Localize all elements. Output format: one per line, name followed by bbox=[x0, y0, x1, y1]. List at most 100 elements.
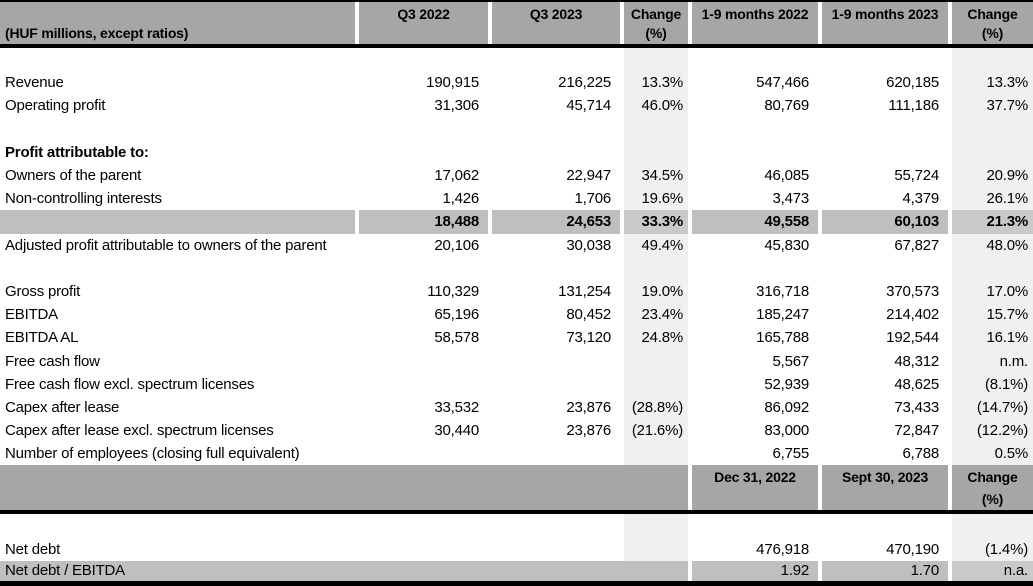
header-change-quarter: Change (%) bbox=[624, 2, 688, 44]
value-q3-2023: 216,225 bbox=[558, 74, 611, 92]
value-change-9m bbox=[952, 48, 1033, 72]
value-9m-2023: 370,573 bbox=[886, 282, 939, 300]
balance-header-rule bbox=[0, 510, 1033, 515]
value-change-9m bbox=[952, 140, 1033, 164]
value-9m-2022: 86,092 bbox=[764, 398, 809, 416]
value-change-quarter: 23.4% bbox=[624, 303, 688, 327]
value-q3-2022: 1,426 bbox=[442, 190, 479, 208]
table-body: Revenue 190,915 216,225 13.3% 547,466 620,185… bbox=[0, 48, 1033, 466]
table-row: Adjusted profit attributable to owners o… bbox=[0, 233, 1033, 257]
value-change-9m: (12.2%) bbox=[952, 419, 1033, 443]
value-q3-2022: 65,196 bbox=[434, 306, 479, 324]
row-label: Number of employees (closing full equiva… bbox=[5, 445, 300, 463]
table-row: Net debt 476,918 470,190 (1.4%) bbox=[0, 537, 1033, 561]
value-9m-2023: 67,827 bbox=[894, 236, 939, 254]
row-label: Free cash flow excl. spectrum licenses bbox=[5, 375, 255, 393]
value-q3-2022: 31,306 bbox=[434, 97, 479, 115]
table-row: Owners of the parent 17,062 22,947 34.5% 46,… bbox=[0, 163, 1033, 188]
value-sept-30-2023: 1.70 bbox=[822, 560, 948, 581]
value-9m-2023: 620,185 bbox=[886, 74, 939, 92]
value-9m-2023: 4,379 bbox=[902, 190, 939, 208]
table-row: Gross profit 110,329 131,254 19.0% 316,718 37… bbox=[0, 279, 1033, 304]
table-row: Net debt / EBITDA 1.92 1.70 n.a. bbox=[0, 560, 1033, 581]
value-9m-2023: 48,312 bbox=[894, 352, 939, 370]
row-label: Profit attributable to: bbox=[5, 143, 149, 161]
value-change-balance: (1.4%) bbox=[952, 537, 1033, 561]
table-balance-body: Net debt 476,918 470,190 (1.4%) Net debt / E… bbox=[0, 514, 1033, 581]
value-q3-2022 bbox=[359, 48, 488, 71]
table-header-balance: Dec 31, 2022 Sept 30, 2023 Change (%) bbox=[0, 465, 1033, 511]
value-q3-2022: 30,440 bbox=[434, 422, 479, 440]
header-change-9m: Change (%) bbox=[952, 2, 1033, 44]
value-9m-2022: 80,769 bbox=[764, 97, 809, 115]
table-row: Revenue 190,915 216,225 13.3% 547,466 620,185… bbox=[0, 71, 1033, 95]
table-row: Free cash flow excl. spectrum licenses 52… bbox=[0, 372, 1033, 396]
value-change-quarter: (28.8%) bbox=[624, 395, 688, 419]
value-9m-2022: 5,567 bbox=[772, 352, 809, 370]
table-row: Number of employees (closing full equiva… bbox=[0, 442, 1033, 466]
value-q3-2023: 24,653 bbox=[492, 210, 620, 234]
header-unit-label-cell: (HUF millions, except ratios) bbox=[0, 2, 355, 44]
value-9m-2023 bbox=[822, 257, 948, 280]
row-label: Net debt bbox=[5, 540, 61, 558]
row-label: Adjusted profit attributable to owners o… bbox=[5, 236, 327, 254]
value-dec-31-2022: 1.92 bbox=[692, 560, 818, 581]
value-q3-2023 bbox=[492, 257, 620, 280]
value-q3-2023: 45,714 bbox=[566, 97, 611, 115]
header-balance-empty-cell bbox=[0, 465, 688, 511]
row-label: Revenue bbox=[5, 74, 64, 92]
table-row bbox=[0, 48, 1033, 72]
value-q3-2022 bbox=[359, 257, 488, 280]
value-q3-2022 bbox=[359, 373, 488, 396]
value-change-quarter bbox=[624, 48, 688, 72]
value-change-9m: 48.0% bbox=[952, 233, 1033, 257]
value-q3-2022 bbox=[359, 118, 488, 141]
value-dec-31-2022 bbox=[692, 514, 818, 537]
row-label: EBITDA AL bbox=[5, 329, 79, 347]
value-sept-30-2023: 470,190 bbox=[886, 540, 939, 558]
value-9m-2023: 48,625 bbox=[894, 375, 939, 393]
value-change-quarter: 19.6% bbox=[624, 187, 688, 211]
header-dec-31-2022: Dec 31, 2022 bbox=[692, 465, 818, 511]
table-row: Non-controlling interests 1,426 1,706 19.6%… bbox=[0, 187, 1033, 211]
value-9m-2023: 214,402 bbox=[886, 306, 939, 324]
value-9m-2023 bbox=[822, 141, 948, 164]
value-9m-2023: 60,103 bbox=[822, 210, 948, 234]
table-header-quarter: (HUF millions, except ratios) Q3 2022 Q3… bbox=[0, 2, 1033, 44]
table-row: 18,488 24,653 33.3% 49,558 60,103 21.3% bbox=[0, 210, 1033, 234]
header-q3-2022: Q3 2022 bbox=[359, 2, 488, 44]
value-q3-2023 bbox=[492, 514, 620, 537]
table-bottom-rule bbox=[0, 581, 1033, 586]
value-9m-2022 bbox=[692, 141, 818, 164]
value-change-9m: 20.9% bbox=[952, 163, 1033, 188]
value-9m-2022: 547,466 bbox=[756, 74, 809, 92]
value-change-quarter: 24.8% bbox=[624, 326, 688, 350]
value-9m-2022 bbox=[692, 257, 818, 280]
value-9m-2022: 3,473 bbox=[772, 190, 809, 208]
value-change-quarter: 34.5% bbox=[624, 163, 688, 188]
value-q3-2022: 190,915 bbox=[426, 74, 479, 92]
value-9m-2022 bbox=[692, 48, 818, 71]
value-change-balance: n.a. bbox=[952, 560, 1033, 581]
table-row: EBITDA 65,196 80,452 23.4% 185,247 214,402 15.… bbox=[0, 303, 1033, 327]
value-q3-2023: 23,876 bbox=[566, 422, 611, 440]
header-9m-2023: 1-9 months 2023 bbox=[822, 2, 948, 44]
value-q3-2023 bbox=[492, 349, 620, 372]
row-label: Capex after lease bbox=[5, 398, 120, 416]
value-change-9m: 16.1% bbox=[952, 326, 1033, 350]
value-change-quarter bbox=[624, 117, 688, 141]
value-change-9m: 17.0% bbox=[952, 279, 1033, 304]
header-9m-2022: 1-9 months 2022 bbox=[692, 2, 818, 44]
value-q3-2023 bbox=[492, 48, 620, 71]
row-label: Owners of the parent bbox=[5, 167, 142, 185]
value-q3-2023: 22,947 bbox=[566, 167, 611, 185]
value-q3-2023: 30,038 bbox=[566, 236, 611, 254]
row-label bbox=[0, 48, 355, 71]
value-9m-2022: 45,830 bbox=[764, 236, 809, 254]
value-9m-2023: 111,186 bbox=[888, 97, 939, 115]
table-row: Capex after lease excl. spectrum license… bbox=[0, 419, 1033, 443]
row-label: Operating profit bbox=[5, 97, 106, 115]
header-rule bbox=[0, 44, 1033, 48]
row-label: Capex after lease excl. spectrum license… bbox=[5, 422, 274, 440]
value-change-9m: 15.7% bbox=[952, 303, 1033, 327]
